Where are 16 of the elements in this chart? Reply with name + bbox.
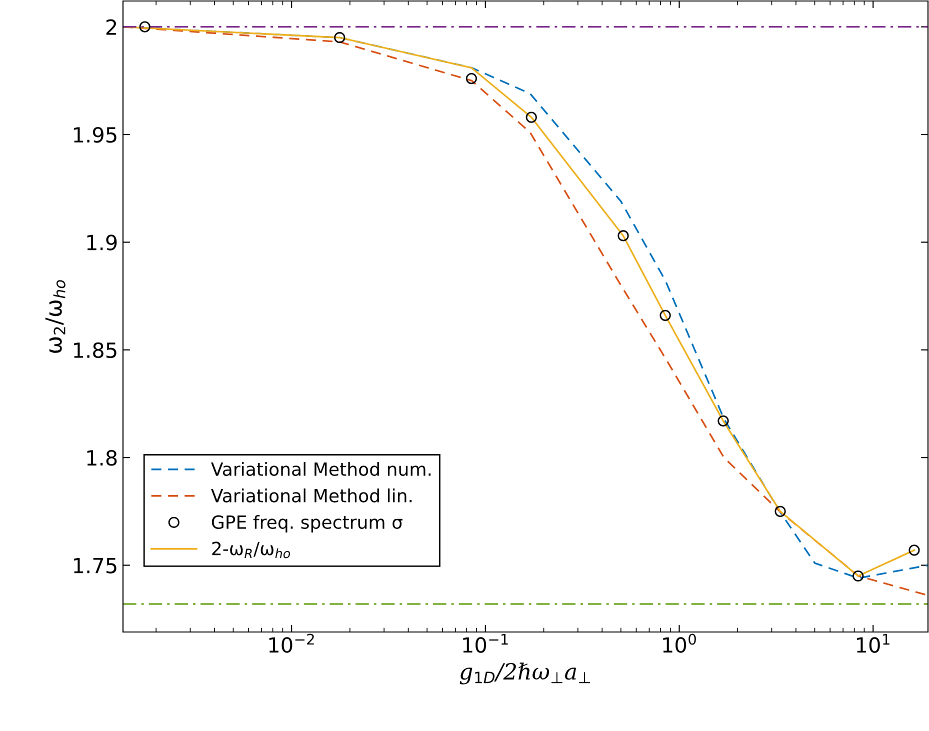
y-tick-label: 1.9 — [87, 234, 117, 250]
legend-label: Variational Method lin. — [211, 488, 412, 502]
y-tick-label: 1.95 — [74, 126, 116, 143]
legend-label: 2-ω$_{R}$/ω$_{ho}$ — [212, 542, 290, 558]
x-tick-label: 10$^{0}$ — [663, 634, 696, 653]
y-axis-title: ω$_{2}$/ω$_{ho}$ — [45, 280, 66, 353]
y-tick-label: 1.75 — [74, 558, 116, 574]
x-tick-label: 10$^{1}$ — [857, 634, 890, 653]
y-tick-label: 2 — [106, 19, 116, 35]
x-tick-label: 10$^{−2}$ — [269, 634, 314, 653]
x-tick-label: 10$^{−1}$ — [463, 634, 508, 653]
legend-label: GPE freq. spectrum σ — [212, 514, 402, 532]
legend-label: Variational Method num. — [211, 462, 431, 476]
y-tick-label: 1.85 — [74, 342, 116, 358]
y-tick-label: 1.8 — [87, 450, 117, 466]
x-axis-title: g$_{1D}$/2ℏω$_{⊥}$a$_{⊥}$ — [460, 662, 590, 684]
